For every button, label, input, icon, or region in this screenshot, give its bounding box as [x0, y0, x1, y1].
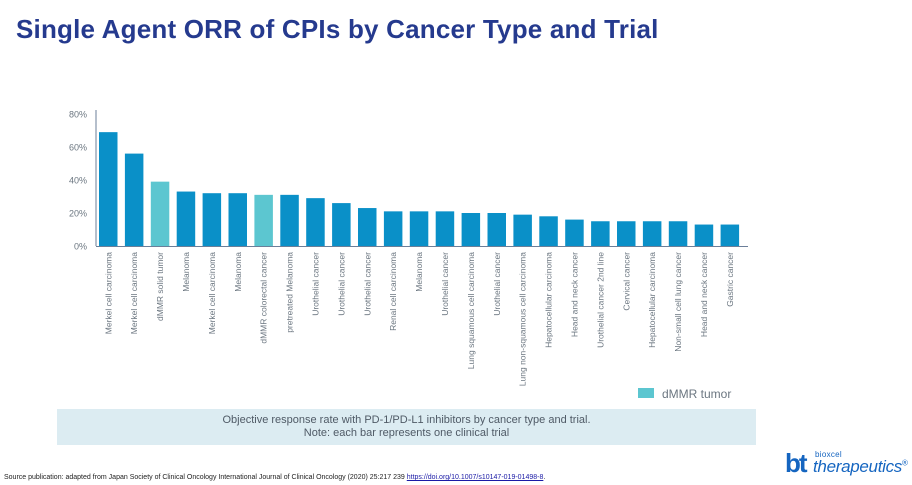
bar: [409, 211, 429, 246]
bar: [99, 132, 118, 246]
x-tick-label: Urothelial cancer 2nd line: [595, 252, 605, 348]
x-tick-label: Melanoma: [233, 252, 243, 292]
bar: [383, 211, 403, 246]
y-tick-label: 20%: [69, 209, 87, 219]
note-line-1: Objective response rate with PD-1/PD-L1 …: [222, 414, 591, 426]
source-text: Source publication: adapted from Japan S…: [4, 474, 407, 481]
note-line-2: Note: each bar represents one clinical t…: [303, 427, 510, 439]
x-tick-label: Urothelial cancer: [440, 252, 450, 316]
bar: [539, 216, 558, 246]
bar: [642, 221, 662, 246]
x-tick-label: Urothelial cancer: [492, 252, 502, 316]
x-tick-label: Renal cell carcinoma: [388, 252, 398, 331]
bar: [202, 193, 222, 246]
x-tick-label: Urothelial cancer: [336, 252, 346, 316]
x-tick-label: Non-small cell lung cancer: [673, 252, 683, 352]
x-tick-label: Gastric cancer: [725, 252, 735, 307]
x-tick-label: dMMR colorectal cancer: [259, 252, 269, 344]
source-citation: Source publication: adapted from Japan S…: [4, 474, 545, 481]
x-tick-label: Head and neck cancer: [569, 252, 579, 337]
logo-mark: bt: [785, 448, 808, 478]
bar: [565, 219, 584, 246]
legend-label: dMMR tumor: [662, 387, 731, 401]
logo-brand-top: bioxcel: [815, 450, 843, 459]
bar: [617, 221, 636, 246]
bar: [228, 193, 247, 246]
bar: [694, 224, 714, 246]
bar: [487, 213, 506, 246]
logo-brand-main-text: therapeutics: [813, 457, 903, 476]
bar: [461, 213, 481, 246]
x-tick-label: Lung non-squamous cell carcinoma: [518, 252, 528, 386]
bar: [306, 198, 325, 246]
bar: [176, 191, 196, 246]
x-tick-label: Merkel cell carcinoma: [207, 252, 217, 334]
bar: [358, 208, 377, 246]
chart-note: Objective response rate with PD-1/PD-L1 …: [57, 409, 756, 445]
x-tick-label: Merkel cell carcinoma: [103, 252, 113, 334]
x-tick-label: Urothelial cancer: [362, 252, 372, 316]
bar: [435, 211, 455, 246]
bar: [150, 181, 170, 246]
x-tick-label: Cervical cancer: [621, 252, 631, 311]
bar: [668, 221, 688, 246]
bioxcel-logo: bt bioxcel therapeutics®: [785, 450, 909, 478]
y-tick-label: 40%: [69, 176, 87, 186]
bar: [513, 214, 532, 246]
bar: [280, 194, 299, 246]
logo-registered-mark: ®: [902, 458, 908, 468]
x-tick-label: Head and neck cancer: [699, 252, 709, 337]
y-tick-label: 60%: [69, 143, 87, 153]
page-title: Single Agent ORR of CPIs by Cancer Type …: [16, 14, 659, 44]
x-tick-label: pretreated Melanoma: [285, 252, 295, 333]
x-tick-label: Hepatocellular carcinoma: [647, 252, 657, 348]
x-tick-label: Melanoma: [181, 252, 191, 292]
x-tick-label: Hepatocellular carcinoma: [544, 252, 554, 348]
y-tick-label: 0%: [74, 242, 87, 252]
y-tick-label: 80%: [69, 110, 87, 120]
x-tick-label: dMMR solid tumor: [155, 252, 165, 321]
bar: [591, 221, 610, 246]
x-tick-label: Melanoma: [414, 252, 424, 292]
logo-brand-main: therapeutics®: [813, 457, 908, 477]
bar: [124, 153, 144, 246]
source-suffix: .: [543, 474, 546, 481]
bar: [720, 224, 740, 246]
source-doi-link[interactable]: https://doi.org/10.1007/s10147-019-01498…: [406, 474, 544, 481]
bar-chart: 0% 20% 40% 60% 80% Merkel cell carcinoma Merke…: [69, 110, 748, 401]
x-tick-label: Lung squamous cell carcinoma: [466, 252, 476, 369]
bar: [254, 194, 273, 246]
x-tick-label: Urothelial cancer: [310, 252, 320, 316]
legend-swatch: [638, 388, 654, 398]
x-tick-label: Merkel cell carcinoma: [129, 252, 139, 334]
bar: [332, 203, 351, 246]
